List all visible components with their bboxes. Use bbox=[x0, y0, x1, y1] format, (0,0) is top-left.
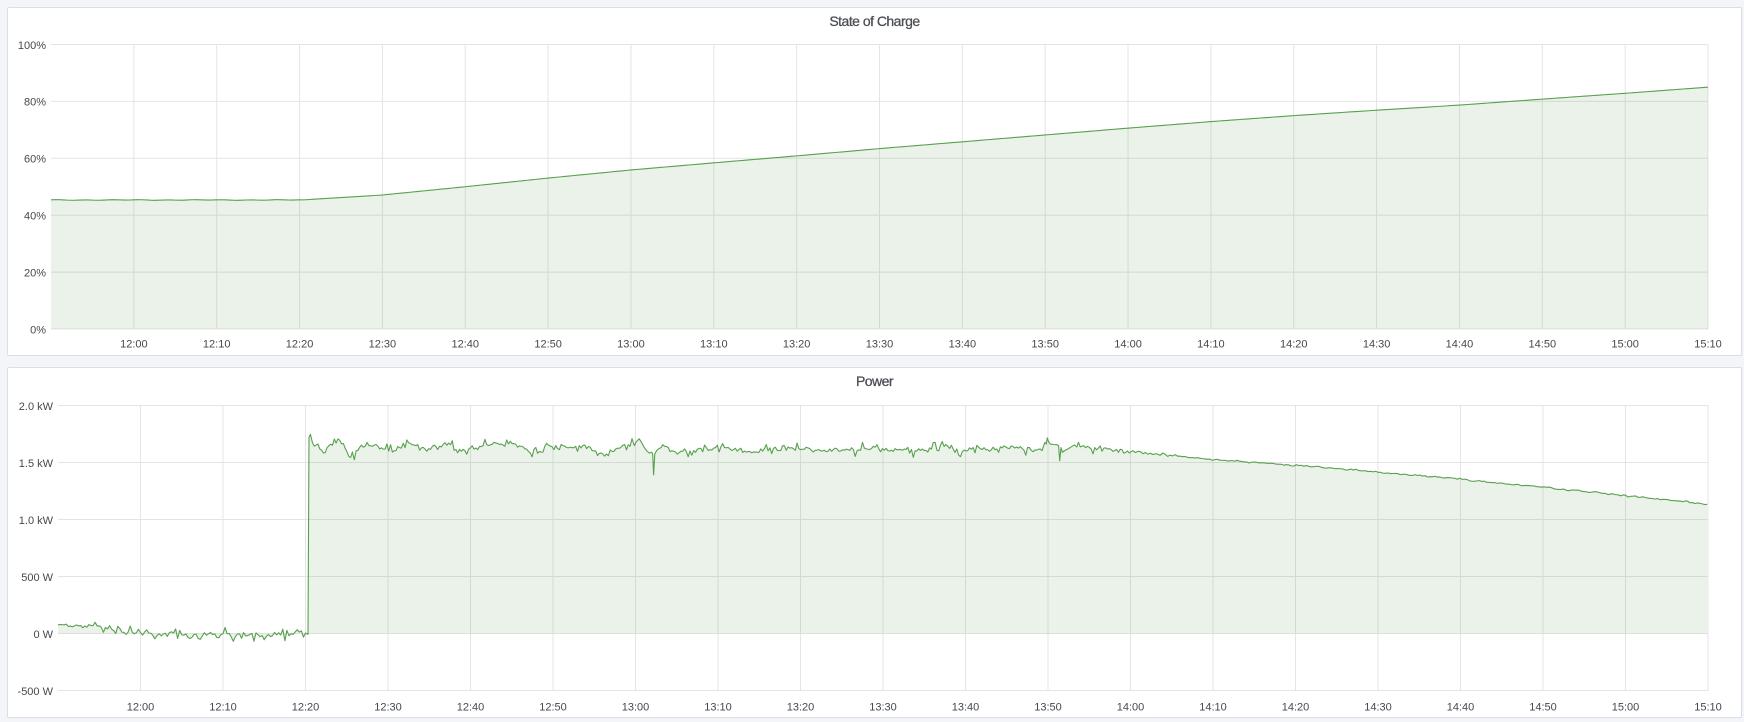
svg-text:13:00: 13:00 bbox=[617, 338, 645, 350]
svg-text:13:20: 13:20 bbox=[783, 338, 811, 350]
svg-text:12:00: 12:00 bbox=[120, 338, 148, 350]
svg-text:13:50: 13:50 bbox=[1034, 701, 1062, 713]
svg-text:0 W: 0 W bbox=[33, 629, 53, 641]
svg-text:13:00: 13:00 bbox=[622, 701, 650, 713]
svg-text:14:50: 14:50 bbox=[1529, 338, 1557, 350]
svg-text:60%: 60% bbox=[24, 154, 46, 166]
svg-text:14:20: 14:20 bbox=[1280, 338, 1308, 350]
svg-text:12:40: 12:40 bbox=[451, 338, 479, 350]
svg-text:14:30: 14:30 bbox=[1364, 701, 1392, 713]
svg-text:13:40: 13:40 bbox=[949, 338, 977, 350]
svg-text:12:10: 12:10 bbox=[209, 701, 237, 713]
svg-text:14:30: 14:30 bbox=[1363, 338, 1391, 350]
svg-text:14:00: 14:00 bbox=[1114, 338, 1142, 350]
svg-text:500 W: 500 W bbox=[21, 572, 53, 584]
svg-text:12:30: 12:30 bbox=[369, 338, 397, 350]
svg-text:13:10: 13:10 bbox=[700, 338, 728, 350]
svg-text:12:50: 12:50 bbox=[534, 338, 562, 350]
svg-text:15:10: 15:10 bbox=[1694, 338, 1722, 350]
svg-text:14:50: 14:50 bbox=[1529, 701, 1557, 713]
svg-text:1.5 kW: 1.5 kW bbox=[19, 458, 54, 470]
svg-text:14:10: 14:10 bbox=[1199, 701, 1227, 713]
svg-text:13:40: 13:40 bbox=[952, 701, 980, 713]
svg-text:20%: 20% bbox=[24, 267, 46, 279]
svg-text:12:20: 12:20 bbox=[292, 701, 320, 713]
svg-text:15:10: 15:10 bbox=[1694, 701, 1722, 713]
svg-text:14:40: 14:40 bbox=[1447, 701, 1475, 713]
svg-text:12:40: 12:40 bbox=[457, 701, 485, 713]
svg-text:12:50: 12:50 bbox=[539, 701, 567, 713]
svg-text:13:20: 13:20 bbox=[787, 701, 815, 713]
svg-text:80%: 80% bbox=[24, 97, 46, 109]
svg-text:14:20: 14:20 bbox=[1282, 701, 1310, 713]
svg-text:14:00: 14:00 bbox=[1117, 701, 1145, 713]
svg-text:1.0 kW: 1.0 kW bbox=[19, 515, 54, 527]
svg-text:-500 W: -500 W bbox=[18, 686, 54, 698]
svg-text:15:00: 15:00 bbox=[1611, 338, 1639, 350]
svg-text:2.0 kW: 2.0 kW bbox=[19, 401, 54, 413]
svg-text:13:30: 13:30 bbox=[866, 338, 894, 350]
svg-text:14:40: 14:40 bbox=[1446, 338, 1474, 350]
svg-text:0%: 0% bbox=[30, 324, 46, 336]
svg-text:14:10: 14:10 bbox=[1197, 338, 1225, 350]
svg-text:Power: Power bbox=[856, 373, 894, 389]
svg-text:13:30: 13:30 bbox=[869, 701, 897, 713]
svg-text:12:10: 12:10 bbox=[203, 338, 231, 350]
svg-text:12:00: 12:00 bbox=[127, 701, 155, 713]
svg-text:12:20: 12:20 bbox=[286, 338, 314, 350]
svg-text:12:30: 12:30 bbox=[374, 701, 402, 713]
svg-text:State of Charge: State of Charge bbox=[829, 13, 920, 29]
svg-text:100%: 100% bbox=[18, 40, 46, 52]
svg-text:40%: 40% bbox=[24, 211, 46, 223]
svg-text:15:00: 15:00 bbox=[1612, 701, 1640, 713]
svg-text:13:10: 13:10 bbox=[704, 701, 732, 713]
svg-text:13:50: 13:50 bbox=[1031, 338, 1059, 350]
